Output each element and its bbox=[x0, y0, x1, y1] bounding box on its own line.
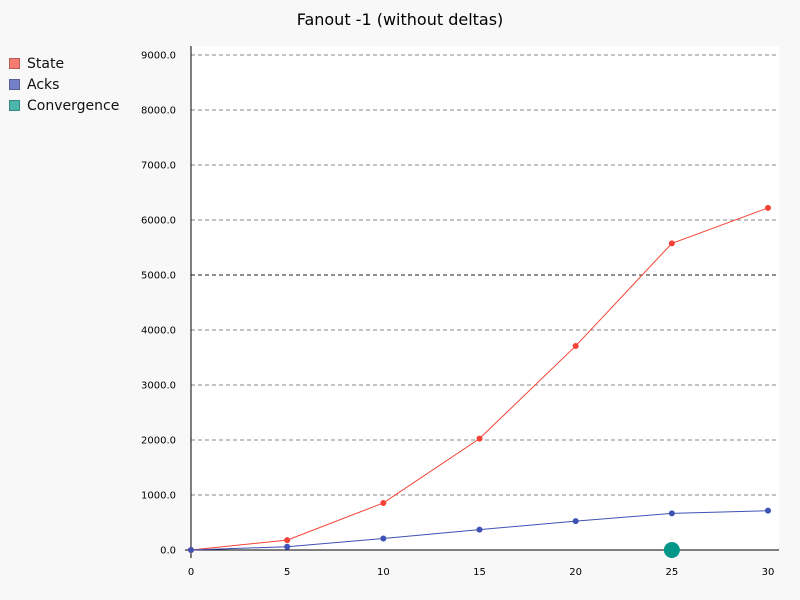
data-point-state bbox=[572, 342, 579, 349]
chart-title: Fanout -1 (without deltas) bbox=[296, 10, 504, 29]
data-point-state bbox=[668, 240, 675, 247]
legend-label-state: State bbox=[27, 55, 65, 72]
data-point-state bbox=[284, 537, 291, 544]
data-point-state bbox=[765, 204, 771, 211]
data-point-acks bbox=[572, 518, 579, 525]
y-tick-label: 6000.0 bbox=[141, 216, 176, 227]
x-tick-label: 5 bbox=[284, 567, 290, 578]
y-tick-label: 1000.0 bbox=[141, 491, 176, 502]
legend-label-convergence: Convergence bbox=[27, 97, 120, 114]
data-point-acks bbox=[765, 507, 771, 514]
data-point-acks bbox=[380, 535, 387, 542]
y-tick-label: 5000.0 bbox=[141, 271, 176, 282]
y-tick-label: 0.0 bbox=[160, 546, 176, 557]
marker-convergence bbox=[663, 542, 680, 558]
x-tick-label: 15 bbox=[473, 567, 486, 578]
y-tick-label: 8000.0 bbox=[141, 106, 176, 117]
x-tick-label: 30 bbox=[762, 567, 775, 578]
data-point-acks bbox=[188, 547, 194, 553]
x-tick-label: 0 bbox=[188, 567, 194, 578]
y-tick-label: 3000.0 bbox=[141, 381, 176, 392]
legend-item-acks[interactable]: Acks bbox=[9, 74, 119, 95]
x-tick-label: 10 bbox=[377, 567, 390, 578]
legend-swatch-state bbox=[9, 58, 20, 69]
data-point-acks bbox=[284, 543, 291, 550]
legend: State Acks Convergence bbox=[9, 53, 119, 116]
data-point-acks bbox=[668, 510, 675, 517]
data-point-acks bbox=[476, 526, 483, 533]
y-tick-label: 4000.0 bbox=[141, 326, 176, 337]
legend-item-convergence[interactable]: Convergence bbox=[9, 95, 119, 116]
data-point-state bbox=[476, 435, 483, 442]
y-tick-label: 9000.0 bbox=[141, 51, 176, 62]
legend-item-state[interactable]: State bbox=[9, 53, 119, 74]
y-tick-label: 2000.0 bbox=[141, 436, 176, 447]
legend-swatch-acks bbox=[9, 79, 20, 90]
y-tick-label: 7000.0 bbox=[141, 161, 176, 172]
data-point-state bbox=[380, 499, 387, 506]
x-tick-label: 25 bbox=[665, 567, 678, 578]
legend-swatch-convergence bbox=[9, 100, 20, 111]
legend-label-acks: Acks bbox=[27, 76, 60, 93]
x-tick-label: 20 bbox=[569, 567, 582, 578]
plot-area bbox=[191, 46, 779, 550]
